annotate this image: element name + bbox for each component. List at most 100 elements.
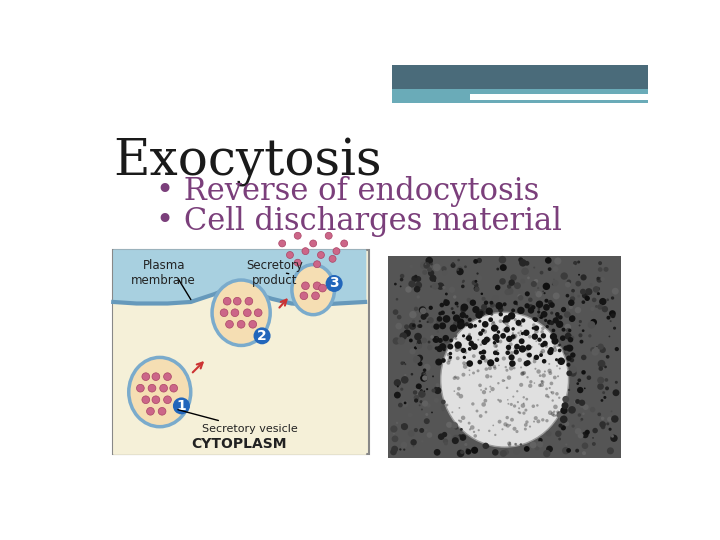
- Circle shape: [577, 387, 583, 393]
- Circle shape: [585, 430, 590, 435]
- Circle shape: [441, 358, 446, 363]
- Circle shape: [492, 325, 495, 327]
- Circle shape: [245, 298, 253, 305]
- Circle shape: [431, 335, 434, 339]
- Circle shape: [449, 339, 453, 342]
- Ellipse shape: [441, 312, 569, 447]
- Circle shape: [424, 418, 430, 424]
- Circle shape: [561, 425, 566, 430]
- Circle shape: [520, 443, 522, 446]
- Circle shape: [570, 293, 574, 296]
- Circle shape: [546, 303, 553, 309]
- Circle shape: [577, 260, 580, 264]
- Circle shape: [437, 316, 442, 322]
- Circle shape: [442, 270, 447, 275]
- Circle shape: [474, 283, 479, 287]
- Circle shape: [446, 361, 450, 365]
- Circle shape: [441, 310, 445, 315]
- Circle shape: [552, 324, 555, 328]
- Circle shape: [420, 262, 427, 269]
- Circle shape: [455, 338, 457, 340]
- Circle shape: [603, 267, 608, 272]
- Circle shape: [543, 282, 550, 290]
- Circle shape: [498, 382, 500, 384]
- Circle shape: [432, 283, 438, 289]
- Circle shape: [499, 319, 503, 323]
- Circle shape: [444, 442, 448, 446]
- Circle shape: [400, 442, 408, 448]
- Circle shape: [611, 296, 614, 300]
- Circle shape: [423, 364, 431, 371]
- Circle shape: [525, 291, 530, 296]
- Circle shape: [399, 448, 402, 450]
- Circle shape: [531, 281, 537, 287]
- Circle shape: [600, 425, 606, 429]
- Circle shape: [414, 346, 417, 349]
- Circle shape: [602, 306, 608, 312]
- Circle shape: [544, 370, 546, 373]
- Circle shape: [592, 442, 596, 446]
- Circle shape: [538, 343, 541, 345]
- Circle shape: [573, 261, 577, 265]
- Circle shape: [543, 450, 551, 457]
- Circle shape: [592, 298, 596, 302]
- Circle shape: [597, 383, 604, 390]
- Circle shape: [516, 320, 521, 326]
- Circle shape: [394, 283, 397, 286]
- Circle shape: [429, 275, 436, 282]
- Circle shape: [570, 296, 575, 301]
- Circle shape: [525, 347, 529, 352]
- Circle shape: [536, 340, 537, 342]
- Circle shape: [422, 400, 428, 407]
- Circle shape: [430, 263, 433, 266]
- Circle shape: [405, 363, 406, 365]
- Circle shape: [568, 337, 573, 342]
- Circle shape: [438, 434, 444, 440]
- Circle shape: [534, 446, 539, 450]
- Circle shape: [556, 321, 563, 328]
- Circle shape: [173, 397, 190, 414]
- Circle shape: [469, 300, 476, 306]
- Circle shape: [392, 309, 398, 315]
- Circle shape: [439, 322, 446, 329]
- Circle shape: [548, 410, 552, 415]
- Circle shape: [523, 361, 529, 366]
- Circle shape: [577, 379, 581, 382]
- Circle shape: [531, 333, 538, 340]
- Circle shape: [464, 338, 467, 340]
- Circle shape: [469, 340, 473, 344]
- Circle shape: [493, 367, 497, 370]
- Circle shape: [550, 312, 553, 315]
- Circle shape: [450, 325, 457, 332]
- Circle shape: [490, 313, 493, 316]
- Circle shape: [566, 402, 570, 406]
- Circle shape: [238, 320, 245, 328]
- Circle shape: [580, 404, 584, 408]
- Circle shape: [558, 437, 561, 441]
- Circle shape: [443, 315, 451, 323]
- Circle shape: [517, 322, 521, 327]
- Circle shape: [287, 252, 294, 259]
- Circle shape: [461, 348, 467, 353]
- Circle shape: [484, 301, 488, 305]
- Circle shape: [575, 401, 577, 403]
- Circle shape: [478, 383, 482, 387]
- Circle shape: [482, 402, 486, 407]
- Circle shape: [421, 440, 423, 442]
- Circle shape: [582, 300, 585, 304]
- Circle shape: [506, 336, 513, 342]
- Circle shape: [223, 298, 231, 305]
- Circle shape: [526, 376, 528, 379]
- Circle shape: [593, 428, 598, 433]
- Circle shape: [582, 451, 586, 455]
- Circle shape: [400, 388, 403, 391]
- Circle shape: [580, 289, 586, 295]
- Circle shape: [454, 390, 455, 392]
- Circle shape: [422, 375, 428, 381]
- Circle shape: [458, 434, 462, 438]
- Circle shape: [478, 320, 482, 323]
- Circle shape: [513, 448, 520, 455]
- Circle shape: [477, 339, 480, 341]
- Circle shape: [527, 276, 530, 279]
- Circle shape: [498, 340, 503, 343]
